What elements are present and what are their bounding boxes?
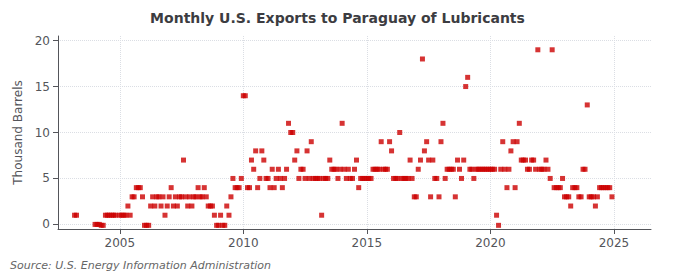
svg-text:Monthly U.S. Exports to Paragu: Monthly U.S. Exports to Paraguay of Lubr… (150, 10, 525, 26)
svg-text:0: 0 (42, 217, 50, 231)
svg-text:Thousand Barrels: Thousand Barrels (11, 80, 25, 185)
svg-text:20: 20 (35, 34, 50, 48)
svg-text:5: 5 (42, 171, 50, 185)
svg-text:10: 10 (35, 126, 50, 140)
svg-text:2020: 2020 (475, 236, 506, 250)
svg-text:2010: 2010 (228, 236, 259, 250)
svg-text:2005: 2005 (104, 236, 135, 250)
svg-text:15: 15 (35, 80, 50, 94)
svg-text:Source: U.S. Energy Informatio: Source: U.S. Energy Information Administ… (10, 259, 271, 272)
svg-text:2015: 2015 (352, 236, 383, 250)
svg-text:2025: 2025 (599, 236, 630, 250)
